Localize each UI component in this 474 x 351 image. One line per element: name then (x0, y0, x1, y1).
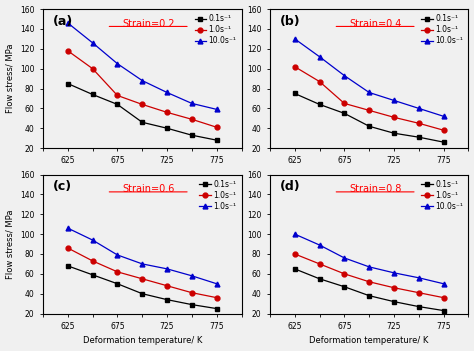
Y-axis label: Flow stress/ MPa: Flow stress/ MPa (6, 44, 15, 113)
Y-axis label: Flow stress/ MPa: Flow stress/ MPa (6, 209, 15, 279)
Legend: 0.1s⁻¹, 1.0s⁻¹, 10.0s⁻¹: 0.1s⁻¹, 1.0s⁻¹, 10.0s⁻¹ (420, 178, 465, 212)
Text: (b): (b) (280, 15, 301, 28)
Text: (c): (c) (53, 180, 72, 193)
X-axis label: Deformation temperature/ K: Deformation temperature/ K (310, 337, 429, 345)
Text: Strain=0.4: Strain=0.4 (349, 19, 401, 29)
Legend: 0.1s⁻¹, 1.0s⁻¹, 10.0s⁻¹: 0.1s⁻¹, 1.0s⁻¹, 10.0s⁻¹ (420, 13, 465, 47)
X-axis label: Deformation temperature/ K: Deformation temperature/ K (82, 337, 202, 345)
Legend: 0.1s⁻¹, 1.0s⁻¹, 1.0s⁻¹: 0.1s⁻¹, 1.0s⁻¹, 1.0s⁻¹ (198, 178, 237, 212)
Text: Strain=0.8: Strain=0.8 (349, 184, 401, 194)
Text: Strain=0.6: Strain=0.6 (122, 184, 174, 194)
Text: Strain=0.2: Strain=0.2 (122, 19, 174, 29)
Text: (a): (a) (53, 15, 73, 28)
Text: (d): (d) (280, 180, 301, 193)
Legend: 0.1s⁻¹, 1.0s⁻¹, 10.0s⁻¹: 0.1s⁻¹, 1.0s⁻¹, 10.0s⁻¹ (193, 13, 237, 47)
